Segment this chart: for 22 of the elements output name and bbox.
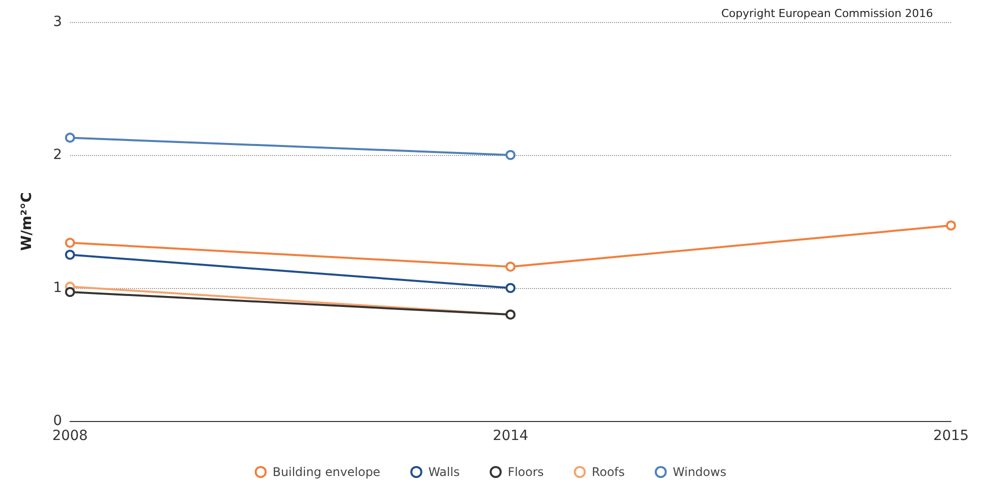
x-tick-label: 2008 bbox=[52, 428, 88, 444]
legend-label: Roofs bbox=[592, 465, 625, 479]
y-tick-label: 2 bbox=[53, 147, 62, 163]
y-axis-title: W/m²°C bbox=[19, 192, 35, 251]
y-tick-label: 1 bbox=[53, 280, 62, 296]
point bbox=[65, 250, 75, 260]
point bbox=[506, 283, 516, 293]
point bbox=[946, 220, 956, 230]
legend-label: Windows bbox=[672, 465, 726, 479]
point bbox=[65, 286, 75, 297]
y-tick-label: 0 bbox=[53, 413, 62, 429]
legend-label: Building envelope bbox=[272, 465, 380, 479]
point bbox=[65, 132, 75, 143]
point bbox=[506, 150, 516, 160]
x-tick-label: 2014 bbox=[492, 428, 528, 444]
x-tick-label: 2015 bbox=[933, 428, 969, 444]
y-tick-label: 3 bbox=[53, 14, 62, 30]
legend-label: Floors bbox=[508, 465, 544, 479]
point bbox=[506, 262, 516, 272]
text: Copyright European Commission 2016 bbox=[721, 7, 934, 20]
legend-label: Walls bbox=[428, 465, 460, 479]
point bbox=[65, 238, 75, 248]
